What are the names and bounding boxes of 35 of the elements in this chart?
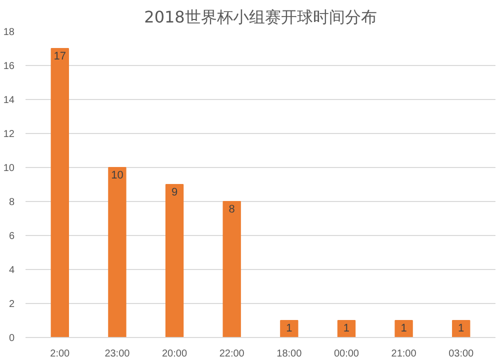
y-tick-label: 14 xyxy=(3,95,15,106)
data-label: 10 xyxy=(111,170,124,182)
bar xyxy=(452,320,470,338)
data-label: 17 xyxy=(54,50,66,62)
y-tick-label: 4 xyxy=(8,265,15,276)
bar xyxy=(222,201,241,338)
bar xyxy=(280,320,298,338)
y-tick-label: 8 xyxy=(8,197,15,208)
bar xyxy=(394,320,413,338)
data-label: 9 xyxy=(171,186,178,198)
y-tick-label: 2 xyxy=(8,299,15,310)
y-tick-label: 6 xyxy=(8,231,15,242)
x-tick-label: 03:00 xyxy=(448,348,474,360)
data-label: 8 xyxy=(228,204,235,216)
data-label: 1 xyxy=(343,322,350,334)
bar xyxy=(165,184,184,338)
data-label: 1 xyxy=(400,322,407,334)
x-tick-label: 18:00 xyxy=(276,348,302,360)
y-tick-label: 10 xyxy=(3,163,15,174)
x-tick-label: 21:00 xyxy=(391,348,417,360)
data-label: 1 xyxy=(458,322,464,334)
chart-title: 2018世界杯小组赛开球时间分布 xyxy=(144,8,377,26)
y-tick-label: 0 xyxy=(8,333,15,344)
bar xyxy=(108,167,126,338)
y-tick-label: 12 xyxy=(3,129,15,140)
y-tick-label: 18 xyxy=(3,27,15,38)
x-tick-label: 00:00 xyxy=(334,348,360,360)
y-tick-label: 16 xyxy=(3,61,15,72)
data-label: 1 xyxy=(286,322,292,334)
x-tick-label: 2:00 xyxy=(50,348,70,360)
x-tick-label: 22:00 xyxy=(219,348,245,360)
x-tick-label: 23:00 xyxy=(104,348,130,360)
bar xyxy=(50,48,69,338)
bar xyxy=(337,320,356,338)
x-tick-label: 20:00 xyxy=(162,348,188,360)
